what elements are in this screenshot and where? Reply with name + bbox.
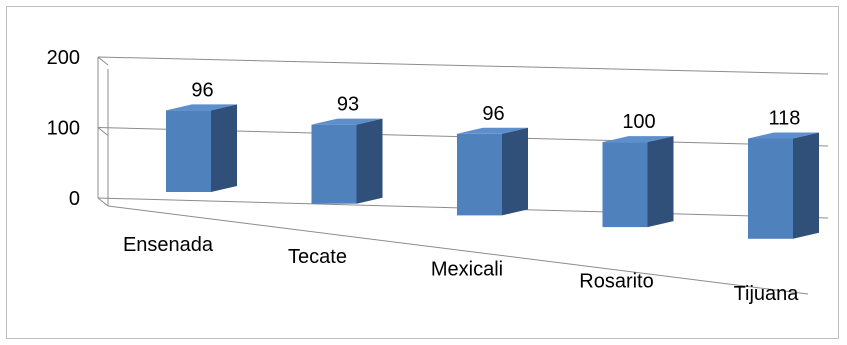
- data-label: 100: [622, 111, 655, 133]
- bar-side: [356, 118, 383, 204]
- bar-side: [502, 127, 528, 216]
- x-tick-label: Tecate: [288, 246, 347, 268]
- y-tick-label: 0: [69, 188, 80, 210]
- bars: [166, 104, 819, 239]
- y-tick-label: 200: [47, 47, 80, 69]
- data-label: 96: [191, 79, 213, 101]
- data-labels: 96 93 96 100 118: [191, 79, 800, 133]
- floor-front-edge: [107, 205, 809, 295]
- bar-top: [602, 136, 674, 143]
- bar: [311, 124, 357, 204]
- y-axis-tick-labels: 200 100 0: [47, 47, 80, 210]
- x-tick-label: Tijuana: [734, 283, 800, 305]
- x-tick-label: Mexicali: [431, 258, 503, 280]
- gridline-side: [97, 197, 109, 207]
- bar: [457, 133, 502, 216]
- data-label: 96: [482, 103, 504, 125]
- y-tick-label: 100: [47, 118, 80, 140]
- x-tick-label: Ensenada: [123, 234, 214, 256]
- gridline-side: [97, 56, 109, 66]
- x-axis-tick-labels: Ensenada Tecate Mexicali Rosarito Tijuana: [123, 234, 799, 305]
- data-label: 93: [337, 94, 359, 116]
- bar-top: [457, 127, 528, 134]
- bar: [166, 110, 211, 192]
- bar-top: [166, 104, 237, 111]
- bar: [602, 142, 648, 228]
- bar: [748, 138, 793, 239]
- chart-frame: [6, 6, 839, 339]
- bar-side: [211, 104, 237, 192]
- bar-side: [647, 136, 674, 228]
- bar-top: [311, 118, 383, 125]
- data-label: 118: [769, 108, 801, 130]
- x-tick-label: Rosarito: [579, 271, 653, 293]
- gridline-side: [97, 127, 109, 136]
- bar-top: [748, 132, 819, 139]
- bar-side: [793, 132, 819, 239]
- gridline: [97, 56, 829, 75]
